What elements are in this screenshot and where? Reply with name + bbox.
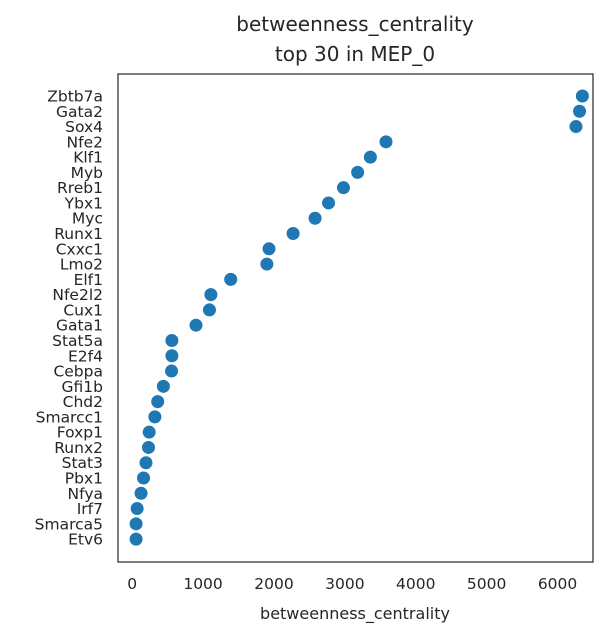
x-tick-label: 4000 (396, 575, 435, 593)
data-point (262, 242, 276, 256)
y-tick-label: Myc (72, 210, 103, 228)
y-tick-label: Nfe2 (67, 133, 103, 151)
data-point (142, 425, 156, 439)
y-tick-label: Cux1 (63, 301, 103, 319)
data-point (189, 318, 203, 332)
y-tick-label: Lmo2 (60, 256, 103, 274)
y-tick-label: Stat5a (52, 332, 103, 350)
x-tick-label: 6000 (538, 575, 577, 593)
data-point (573, 104, 587, 118)
y-tick-label: Stat3 (62, 454, 103, 472)
data-point (130, 502, 144, 516)
y-tick-label: Pbx1 (65, 470, 103, 488)
data-point (204, 288, 218, 302)
y-tick-label: Myb (71, 164, 103, 182)
y-tick-label: Cebpa (53, 363, 103, 381)
data-point (165, 349, 179, 363)
chart-subtitle: top 30 in MEP_0 (275, 42, 435, 66)
chart-title: betweenness_centrality (236, 12, 474, 36)
data-point (575, 89, 589, 103)
y-tick-label: Runx1 (54, 225, 103, 243)
y-tick-label: Smarcc1 (36, 408, 103, 426)
y-tick-label: Cxxc1 (56, 240, 103, 258)
x-tick-labels: 0 1000 2000 3000 4000 5000 6000 (127, 575, 577, 593)
data-point (129, 517, 143, 531)
data-point (224, 272, 238, 286)
x-tick-label: 0 (127, 575, 137, 593)
data-point (336, 181, 350, 195)
data-point (322, 196, 336, 210)
data-point (569, 120, 583, 134)
y-tick-label: Zbtb7a (47, 88, 103, 106)
data-point (363, 150, 377, 164)
data-point (286, 227, 300, 241)
y-tick-label: Foxp1 (57, 424, 103, 442)
data-point (202, 303, 216, 317)
data-point (148, 410, 162, 424)
data-point (165, 364, 179, 378)
y-tick-label: Rreb1 (57, 179, 103, 197)
data-point (260, 257, 274, 271)
x-tick-label: 5000 (467, 575, 506, 593)
y-tick-label: Gata1 (56, 317, 103, 335)
y-tick-label: Chd2 (63, 393, 103, 411)
data-point (129, 532, 143, 546)
y-tick-label: Etv6 (68, 531, 103, 549)
y-tick-label: Nfe2l2 (52, 286, 103, 304)
plot-area-frame (117, 73, 594, 563)
x-tick-label: 3000 (325, 575, 364, 593)
data-point (351, 165, 365, 179)
y-tick-label: Smarca5 (35, 515, 103, 533)
data-point (141, 440, 155, 454)
data-point (165, 333, 179, 347)
data-point (156, 379, 170, 393)
y-tick-label: Klf1 (73, 149, 103, 167)
y-tick-label: Nfya (68, 485, 103, 503)
data-points (129, 89, 589, 546)
x-tick-label: 2000 (254, 575, 293, 593)
y-tick-label: Sox4 (65, 118, 103, 136)
y-tick-label: E2f4 (68, 347, 103, 365)
x-tick-label: 1000 (183, 575, 222, 593)
y-tick-label: Elf1 (74, 271, 103, 289)
y-tick-label: Gata2 (56, 103, 103, 121)
y-tick-label: Gfi1b (62, 378, 103, 396)
data-point (139, 456, 153, 470)
y-tick-label: Runx2 (54, 439, 103, 457)
x-axis-label: betweenness_centrality (260, 604, 450, 624)
data-point (379, 135, 393, 149)
data-point (134, 486, 148, 500)
data-point (308, 211, 322, 225)
data-point (137, 471, 151, 485)
data-point (151, 395, 165, 409)
y-tick-labels: Zbtb7aGata2Sox4Nfe2Klf1MybRreb1Ybx1MycRu… (35, 88, 103, 549)
y-tick-label: Irf7 (77, 500, 103, 518)
y-tick-label: Ybx1 (64, 194, 103, 212)
